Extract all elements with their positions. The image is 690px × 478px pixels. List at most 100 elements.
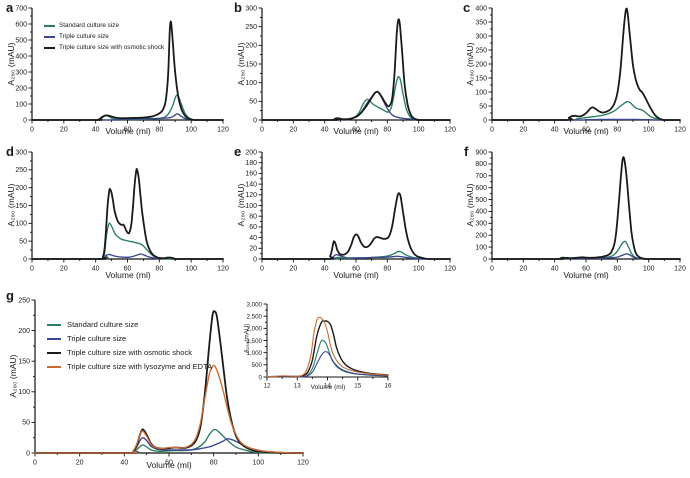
series-standard-culture-size [31, 222, 224, 260]
x-tick-label: 80 [383, 127, 391, 134]
x-tick-label: 0 [490, 266, 494, 273]
x-tick-label: 60 [352, 127, 360, 134]
x-tick-label: 100 [643, 266, 655, 273]
series-triple-culture-size-with-lysozyme-and-edta [34, 364, 304, 454]
series-triple-culture-size [491, 118, 681, 121]
y-tick-label: 140 [245, 181, 257, 188]
axes [31, 152, 223, 260]
y-tick-label: 0 [253, 256, 257, 263]
chart-e: 0 20 40 60 80 100 120 140 160 180 200 0 20 40 60 80 100 1… [245, 149, 456, 272]
x-tick-label: 40 [551, 127, 559, 134]
chart-a: 0 100 200 300 400 500 600 700 0 20 40 60 80 100 120 [15, 5, 229, 133]
axes [491, 8, 680, 121]
x-tick-label: 14 [324, 383, 331, 390]
x-tick-label: 100 [413, 266, 425, 273]
x-axis-label-f: Volume (ml) [563, 270, 609, 280]
y-axis-label-c: A₂₈₀ (mAU) [465, 42, 475, 86]
series-triple-culture-size-with-osmotic-shock [261, 18, 451, 121]
legend-swatch-lysozyme [47, 365, 61, 368]
x-tick-label: 40 [92, 266, 100, 273]
y-tick-label: 500 [15, 37, 27, 44]
y-tick-label: 40 [249, 235, 257, 242]
y-tick-label: 180 [245, 160, 257, 167]
panel-label-f: f [464, 144, 469, 159]
x-tick-label: 60 [124, 266, 132, 273]
x-tick-label: 100 [185, 266, 197, 273]
legend-swatch-triple [47, 337, 61, 340]
chart-c: 0 50 100 150 200 250 300 350 400 0 20 40 60 80 100 120 [475, 5, 686, 133]
y-tick-label: 50 [19, 238, 27, 245]
x-tick-label: 100 [252, 460, 264, 467]
y-tick-label: 0 [253, 117, 257, 124]
x-tick-label: 0 [30, 127, 34, 134]
series-standard-culture-size [491, 240, 681, 260]
series-triple-culture-size-with-osmotic-shock [31, 20, 224, 121]
legend-panel-a: Standard culture size Triple culture siz… [44, 22, 164, 55]
x-tick-label: 20 [519, 266, 527, 273]
tick-labels: 0 50 100 150 200 250 300 350 400 0 20 40 60 80 100 120 [475, 5, 686, 133]
y-tick-label: 300 [15, 69, 27, 76]
legend-label: Triple culture size [67, 334, 127, 343]
y-tick-label: 100 [245, 80, 257, 87]
tick-marks [263, 303, 389, 381]
x-tick-label: 40 [551, 266, 559, 273]
legend-item: Standard culture size [44, 22, 164, 29]
y-tick-label: 2,000 [247, 326, 263, 333]
y-tick-label: 400 [15, 53, 27, 60]
legend-swatch-osmotic [44, 46, 55, 49]
x-tick-label: 40 [321, 266, 329, 273]
y-tick-label: 300 [245, 5, 257, 12]
tick-marks [488, 151, 681, 263]
x-tick-label: 100 [185, 127, 197, 134]
tick-marks [258, 7, 451, 124]
legend-swatch-osmotic [47, 351, 61, 354]
axes [491, 152, 680, 260]
legend-item: Triple culture size with osmotic shock [44, 44, 164, 51]
y-tick-label: 150 [18, 359, 30, 366]
series-standard-culture-size [261, 250, 451, 260]
x-axis-label-a: Volume (ml) [105, 126, 151, 136]
y-tick-label: 800 [475, 161, 487, 168]
tick-labels: 0 500 1,000 1,500 2,000 2,500 3,000 12 13 14 15 16 [247, 301, 392, 389]
y-tick-label: 200 [245, 149, 257, 156]
x-tick-label: 40 [120, 460, 128, 467]
x-tick-label: 120 [674, 266, 686, 273]
series-triple-culture-size [491, 253, 681, 260]
y-tick-label: 0 [23, 117, 27, 124]
tick-labels: 0 100 200 300 400 500 600 700 0 20 40 60 80 100 120 [15, 5, 229, 133]
x-axis-label-c: Volume (ml) [563, 126, 609, 136]
x-tick-label: 0 [30, 266, 34, 273]
series-triple-culture-size [261, 254, 451, 260]
y-tick-label: 1,500 [247, 338, 263, 345]
x-tick-label: 60 [124, 127, 132, 134]
series-standard-culture-size [31, 94, 224, 121]
x-tick-label: 120 [297, 460, 309, 467]
x-tick-label: 80 [155, 266, 163, 273]
y-tick-label: 20 [249, 246, 257, 253]
y-tick-label: 0 [259, 374, 263, 381]
x-tick-label: 20 [519, 127, 527, 134]
legend-item: Triple culture size with osmotic shock [47, 348, 212, 357]
legend-swatch-standard [44, 24, 55, 27]
y-tick-label: 350 [475, 19, 487, 26]
y-tick-label: 100 [18, 389, 30, 396]
y-tick-label: 150 [15, 203, 27, 210]
axes [261, 8, 450, 121]
legend-swatch-triple [44, 35, 55, 38]
y-tick-label: 300 [475, 221, 487, 228]
y-tick-label: 80 [249, 214, 257, 221]
tick-labels: 0 100 200 300 400 500 600 700 800 900 0 20 40 60 80 100… [475, 149, 686, 272]
y-tick-label: 300 [475, 33, 487, 40]
y-tick-label: 200 [18, 328, 30, 335]
chart-d: 0 50 100 150 200 250 300 0 20 40 60 80 100 120 [15, 149, 229, 272]
y-tick-label: 600 [475, 185, 487, 192]
x-tick-label: 120 [217, 266, 229, 273]
x-tick-label: 15 [354, 383, 361, 390]
legend-swatch-standard [47, 323, 61, 326]
x-tick-label: 120 [444, 266, 456, 273]
x-tick-label: 16 [385, 383, 392, 390]
y-tick-label: 0 [483, 117, 487, 124]
x-tick-label: 80 [613, 266, 621, 273]
